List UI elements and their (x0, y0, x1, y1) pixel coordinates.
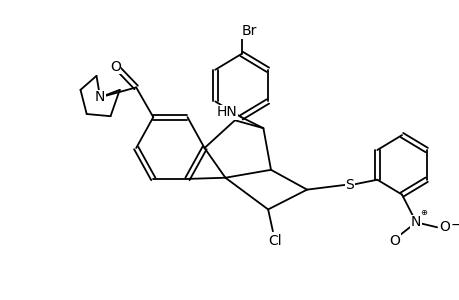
Text: −: − (449, 218, 459, 232)
Text: Br: Br (241, 24, 256, 38)
Text: N: N (410, 215, 420, 229)
Text: N: N (95, 90, 105, 104)
Text: ⊕: ⊕ (420, 208, 426, 217)
Text: S: S (345, 178, 353, 192)
Text: Cl: Cl (268, 234, 281, 248)
Text: O: O (388, 234, 399, 248)
Text: O: O (438, 220, 449, 234)
Text: O: O (110, 60, 120, 74)
Text: HN: HN (217, 105, 237, 119)
